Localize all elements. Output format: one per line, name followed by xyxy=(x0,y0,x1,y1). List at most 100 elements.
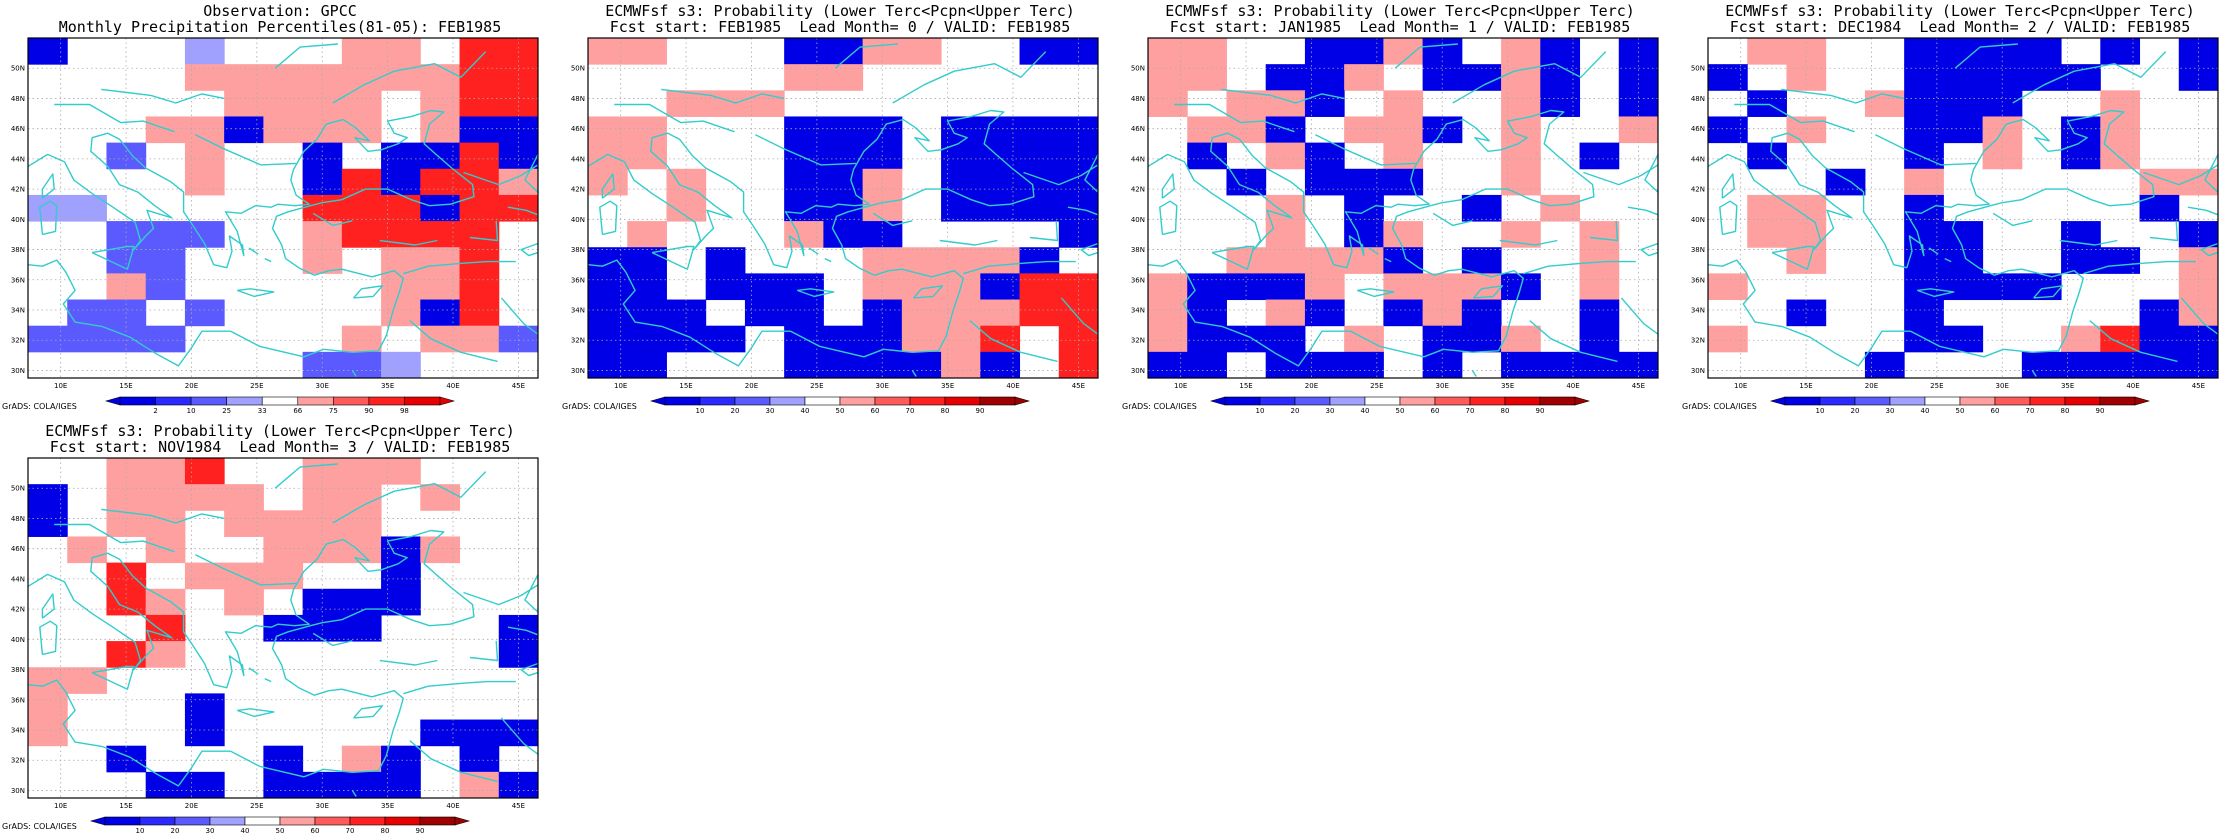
coastline xyxy=(1928,247,1939,255)
colorbar-label: 10 xyxy=(1256,407,1265,415)
coastline xyxy=(1719,200,1738,236)
grid-cell xyxy=(1708,325,1748,353)
grid-cell xyxy=(1540,64,1581,91)
colorbar-swatch xyxy=(139,816,176,826)
coastlines xyxy=(1708,43,2218,377)
grid-cell xyxy=(263,745,304,773)
grid-cell xyxy=(224,116,264,144)
grid-cell xyxy=(2100,247,2141,274)
grid-cell xyxy=(941,194,981,222)
grid-cell xyxy=(1304,168,1345,196)
grid-cell xyxy=(1943,38,1984,65)
coastline xyxy=(1221,88,1345,104)
panel-title-line2: Fcst start: NOV1984 Lead Month= 3 / VALI… xyxy=(49,438,511,456)
grid-cell xyxy=(1786,64,1827,91)
colorbar-label: 60 xyxy=(1991,407,2000,415)
grads-credit: GrADS: COLA/IGES xyxy=(1122,402,1197,411)
coastline xyxy=(353,285,384,299)
grid-cell xyxy=(941,351,981,379)
grid-cell xyxy=(381,168,421,196)
grid-cell xyxy=(1864,351,1905,379)
grid-cell xyxy=(184,719,225,747)
grid-cell xyxy=(459,771,500,799)
grid-cell xyxy=(2021,38,2062,65)
lon-tick-label: 45E xyxy=(512,802,525,810)
coastline xyxy=(353,705,384,719)
coastlines xyxy=(28,463,538,797)
probability-map: 10E 15E 20E 25E 30E 35E 40E 45E 30N 32N 34N 36N 38N 4… xyxy=(1691,37,2219,415)
grid-cell xyxy=(184,771,225,799)
grid-cell xyxy=(980,325,1021,353)
grid-cell xyxy=(1265,194,1306,222)
lon-tick-label: 40E xyxy=(2126,382,2139,390)
grid-cell xyxy=(1148,351,1188,379)
grid-cell xyxy=(980,299,1021,327)
grid-cell xyxy=(784,299,824,327)
coastline xyxy=(403,680,516,695)
grid-cell xyxy=(420,536,461,564)
coastline xyxy=(755,134,857,166)
colorbar-label: 98 xyxy=(400,407,409,415)
lat-tick-label: 50N xyxy=(1131,65,1145,73)
grid-cell xyxy=(1786,247,1827,274)
grid-cell xyxy=(1344,247,1384,274)
coastline xyxy=(91,245,135,270)
coastline xyxy=(834,43,898,69)
grid-cell xyxy=(1422,64,1463,91)
coastline xyxy=(409,740,498,783)
colorbar-arrow-low xyxy=(1769,396,1786,406)
lat-tick-label: 32N xyxy=(1691,337,1705,345)
grid-cell xyxy=(302,771,343,799)
grid-cell xyxy=(1019,247,1060,274)
lat-tick-label: 34N xyxy=(1691,307,1705,315)
coastline xyxy=(28,529,475,787)
grid-cell xyxy=(28,484,68,511)
panel-forecast-lead-3: ECMWFsf s3: Probability (Lower Terc<Pcpn… xyxy=(0,420,560,840)
grid-cell xyxy=(1904,247,1944,274)
coastline xyxy=(2149,220,2179,242)
coastline xyxy=(469,220,499,242)
grid-cell xyxy=(862,194,903,222)
grid-cell xyxy=(224,90,264,117)
lat-tick-label: 38N xyxy=(1131,246,1145,254)
coastline xyxy=(2089,320,2178,363)
grid-cell xyxy=(1747,221,1787,248)
lat-tick-label: 48N xyxy=(571,95,585,103)
grid-cell xyxy=(1501,325,1541,353)
panel-title-line2: Fcst start: DEC1984 Lead Month= 2 / VALI… xyxy=(1729,18,2191,36)
grid-cell xyxy=(941,116,981,144)
coastline xyxy=(651,245,695,270)
grid-cell xyxy=(1265,273,1306,301)
colorbar-swatch xyxy=(1959,396,1996,406)
colorbar-label: 20 xyxy=(171,827,180,835)
grid-cell xyxy=(263,771,304,799)
grid-cell xyxy=(1982,38,2023,65)
grid-cell xyxy=(627,116,667,144)
coastline xyxy=(1084,154,1098,193)
grid-cell xyxy=(224,562,264,590)
grid-cell xyxy=(744,273,785,301)
grid-cell xyxy=(145,510,186,537)
coastline xyxy=(351,790,357,797)
colorbar-swatch xyxy=(1399,396,1436,406)
grid-cell xyxy=(459,719,500,747)
coastline xyxy=(469,640,499,662)
grid-cell xyxy=(784,351,824,379)
lon-tick-label: 15E xyxy=(1239,382,1252,390)
coastline xyxy=(409,320,498,363)
grid-cell xyxy=(1579,273,1620,301)
coastline xyxy=(1067,206,1098,216)
grid-cell xyxy=(145,458,186,485)
grid-cell xyxy=(2100,142,2141,170)
grid-cell xyxy=(145,484,186,511)
grid-cell xyxy=(1058,351,1099,379)
grid-cell xyxy=(588,142,628,170)
grid-cell xyxy=(302,221,343,248)
grid-cell xyxy=(2178,351,2219,379)
lon-tick-label: 25E xyxy=(1930,382,1943,390)
lat-tick-label: 32N xyxy=(1131,337,1145,345)
grid-cell xyxy=(263,116,304,144)
lat-tick-label: 32N xyxy=(11,757,25,765)
grid-cell xyxy=(823,142,864,170)
grid-cell xyxy=(588,299,628,327)
